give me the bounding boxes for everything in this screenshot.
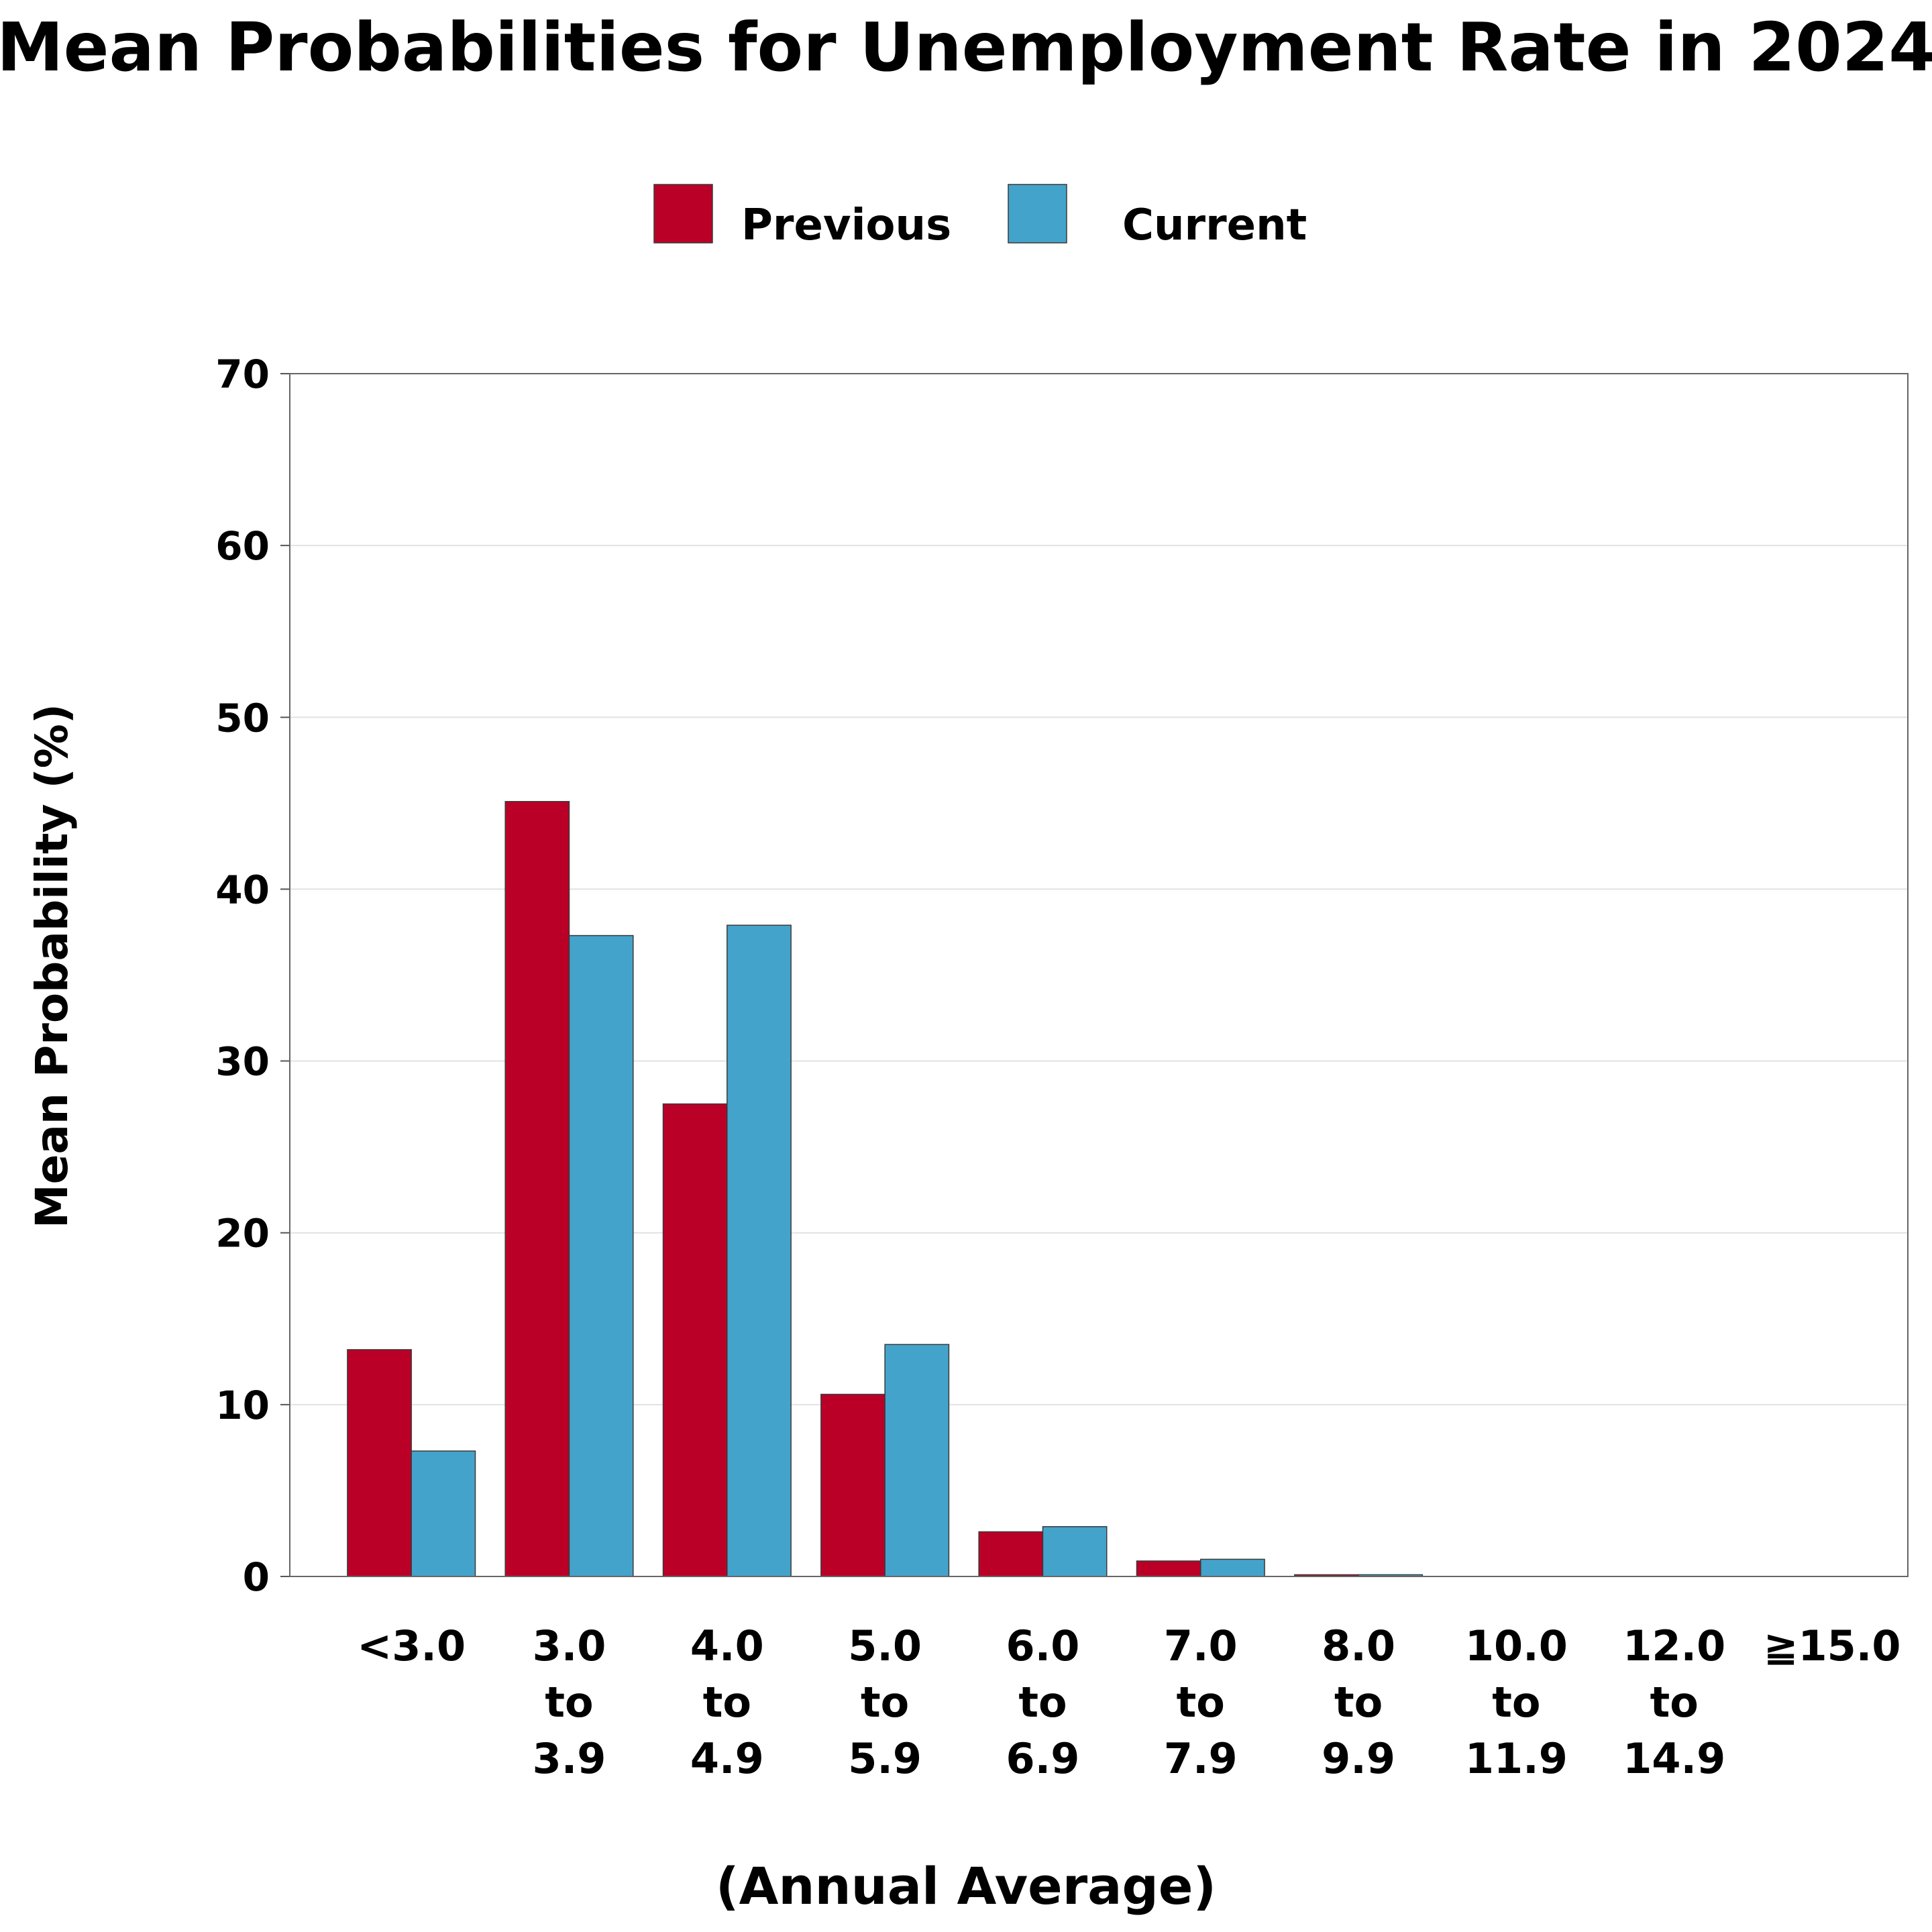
legend: Previous Current [653,184,1307,250]
x-tick-label-line: 12.0 [1623,1621,1725,1670]
x-tick-labels: <3.0 3.0 to 3.9 4.0 to 4.9 5.0 to 5.9 6.0 to 6.9 7.0 t… [357,1621,1900,1783]
y-tick-labels: 0 10 20 30 40 50 60 70 [215,352,270,1600]
x-tick-label: 5.0 to 5.9 [848,1621,922,1783]
x-tick-label: 12.0 to 14.9 [1623,1621,1725,1783]
y-tick-label: 50 [215,695,270,741]
x-tick-label-line: to [1177,1678,1225,1727]
x-tick-label-line: 8.0 [1322,1621,1395,1670]
y-tick-label: 70 [215,352,270,397]
bar-previous-3 [820,1393,885,1577]
bar-previous-2 [662,1103,728,1577]
x-tick-label-line: to [861,1678,909,1727]
x-tick-label-line: 5.9 [848,1734,922,1783]
x-tick-label: 3.0 to 3.9 [533,1621,606,1783]
x-tick-label-line: <3.0 [357,1621,466,1670]
x-tick-label-line: to [1492,1678,1540,1727]
chart-title: Mean Probabilities for Unemployment Rate… [0,8,1932,87]
bar-current-1 [568,934,634,1577]
y-axis-label: Mean Probability (%) [26,704,78,1228]
x-tick-label-line: 7.9 [1164,1734,1238,1783]
legend-label-previous: Previous [741,201,951,250]
bar-previous-5 [1136,1560,1201,1577]
bar-previous-1 [504,801,570,1577]
legend-swatch-current [1008,184,1067,244]
bar-previous-4 [978,1531,1044,1577]
y-tick-label: 0 [243,1554,270,1600]
x-tick-label: 7.0 to 7.9 [1164,1621,1238,1783]
bar-previous-0 [347,1349,412,1577]
x-tick-label: 10.0 to 11.9 [1465,1621,1568,1783]
x-tick-label-line: 7.0 [1164,1621,1238,1670]
x-tick-label-line: 6.9 [1006,1734,1080,1783]
x-tick-label-line: to [1018,1678,1067,1727]
bar-current-4 [1042,1525,1108,1577]
plot-frame [289,373,1909,1577]
bars [347,801,1424,1577]
x-tick-label-line: 9.9 [1322,1734,1395,1783]
bar-current-0 [411,1450,476,1577]
axes [280,373,1909,1577]
y-tick-label: 40 [215,867,270,912]
x-tick-label-line: to [545,1678,593,1727]
x-tick-label-line: to [1650,1678,1699,1727]
x-tick-label-line: to [1334,1678,1383,1727]
legend-swatch-previous [653,184,713,244]
bar-current-5 [1200,1558,1265,1577]
x-tick-label: 8.0 to 9.9 [1322,1621,1395,1783]
y-tick-label: 30 [215,1039,270,1085]
bar-current-3 [884,1344,950,1577]
x-tick-label-line: 11.9 [1465,1734,1568,1783]
x-tick-label: 4.0 to 4.9 [690,1621,764,1783]
x-tick-label-line: 6.0 [1006,1621,1080,1670]
x-tick-label-line: 3.0 [533,1621,606,1670]
x-tick-label-line: to [703,1678,751,1727]
y-tick-label: 20 [215,1211,270,1256]
x-tick-label-line: 3.9 [533,1734,606,1783]
x-axis-label: (Annual Average) [716,1856,1216,1916]
x-tick-label-line: 4.0 [690,1621,764,1670]
x-tick-label: 6.0 to 6.9 [1006,1621,1080,1783]
bar-current-2 [727,924,792,1577]
y-tick-label: 10 [215,1383,270,1428]
x-tick-label: <3.0 [357,1621,466,1670]
x-tick-label: ≧15.0 [1764,1621,1901,1670]
x-tick-label-line: 5.0 [848,1621,922,1670]
x-tick-label-line: 10.0 [1465,1621,1568,1670]
y-tick-label: 60 [215,523,270,569]
x-tick-label-line: 14.9 [1623,1734,1725,1783]
x-tick-label-line: 4.9 [690,1734,764,1783]
x-tick-label-line: ≧15.0 [1764,1621,1901,1670]
legend-label-current: Current [1122,201,1307,250]
